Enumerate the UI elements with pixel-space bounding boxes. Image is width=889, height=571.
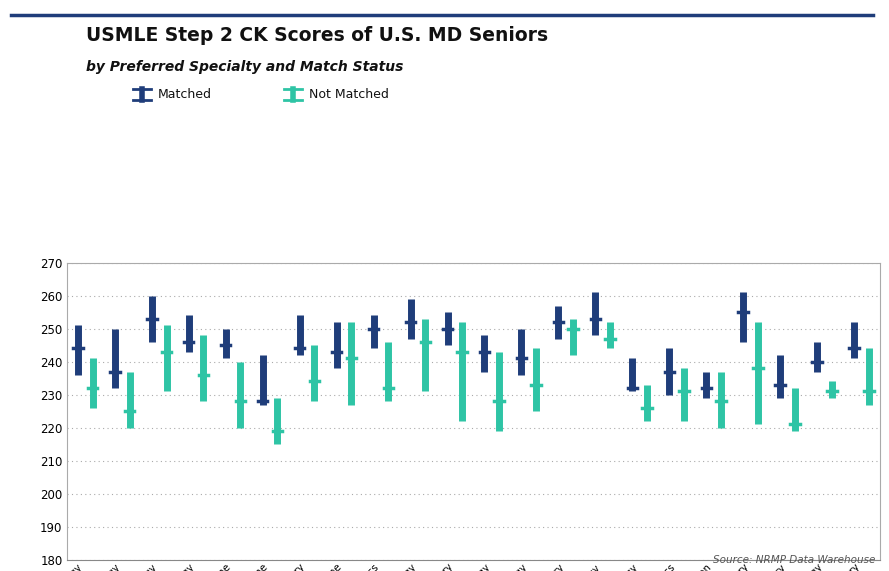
Text: by Preferred Specialty and Match Status: by Preferred Specialty and Match Status	[86, 60, 404, 74]
Text: Chart: Chart	[24, 39, 64, 53]
Text: USMLE Step 2 CK Scores of U.S. MD Seniors: USMLE Step 2 CK Scores of U.S. MD Senior…	[86, 26, 549, 45]
Text: Matched: Matched	[158, 88, 212, 100]
Text: Not Matched: Not Matched	[309, 88, 389, 100]
Text: Source: NRMP Data Warehouse: Source: NRMP Data Warehouse	[713, 555, 876, 565]
Text: 7: 7	[38, 69, 50, 87]
